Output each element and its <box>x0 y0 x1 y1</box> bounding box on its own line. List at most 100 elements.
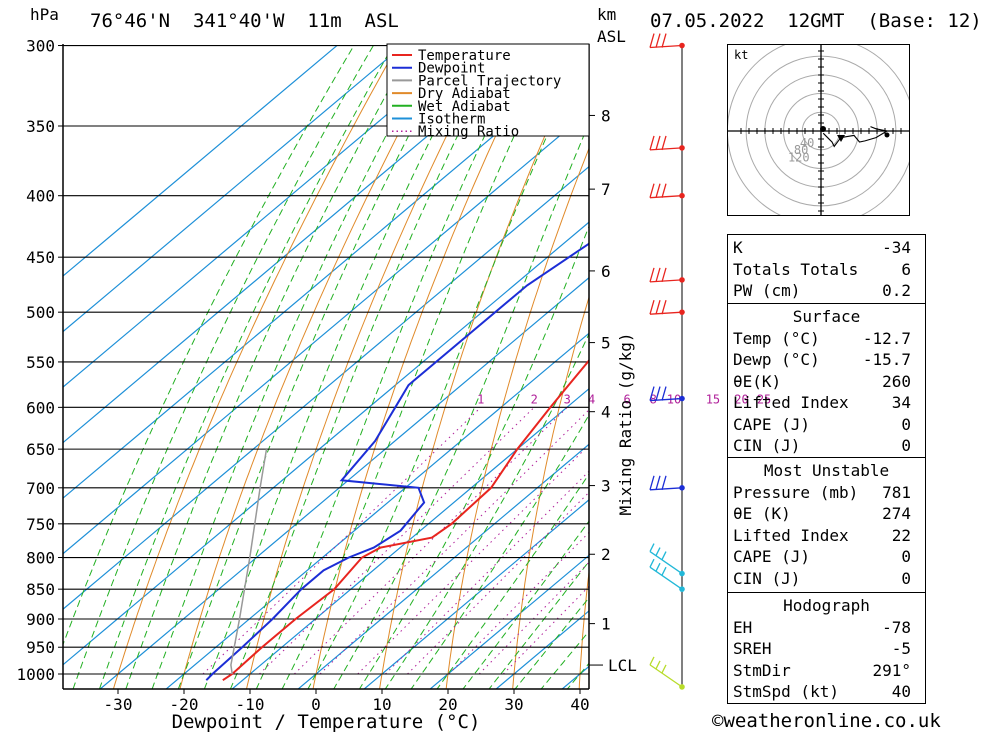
hodograph-label: EH <box>733 617 753 637</box>
wind-barb <box>649 44 683 49</box>
parcel-trajectory-profile <box>230 448 268 675</box>
pressure-tick-label: 750 <box>26 515 55 534</box>
height-tick-label: 8 <box>601 106 611 125</box>
wet-adiabat-line <box>384 332 589 689</box>
most-unstable-title: Most Unstable <box>763 461 890 480</box>
most-unstable-row: θE (K) 274 <box>728 503 925 525</box>
height-tick-label: 3 <box>601 477 611 496</box>
sounding-datetime: 07.05.2022 12GMT (Base: 12) <box>650 10 982 32</box>
isotherm-line <box>63 110 589 555</box>
wet-adiabat-line <box>203 45 479 689</box>
x-axis-label: Dewpoint / Temperature (°C) <box>172 711 481 733</box>
wind-barb-flag <box>649 183 655 198</box>
totals-totals-value: 6 <box>901 259 911 279</box>
hodograph-row: SREH -5 <box>728 638 925 660</box>
isotherm-line <box>63 45 404 333</box>
most-unstable-label: CAPE (J) <box>733 547 811 566</box>
wind-barb-flag <box>661 386 667 401</box>
wind-barb-flag <box>655 183 661 198</box>
hodograph-ring-label: 120 <box>788 150 810 164</box>
temperature-tick-label: -30 <box>104 695 133 714</box>
pressure-tick-label: 300 <box>26 37 55 56</box>
wet-adiabat-line <box>98 45 394 689</box>
wet-adiabat-line <box>436 473 589 689</box>
wet-adiabat-line <box>125 45 414 689</box>
height-tick-label: 7 <box>601 180 611 199</box>
isotherm-line <box>429 554 589 689</box>
hodograph-ring-label: 80 <box>794 143 808 157</box>
storm-motion-marker <box>837 135 845 142</box>
legend-entry-label: Dry Adiabat <box>418 86 511 102</box>
height-tick-label: 2 <box>601 545 611 564</box>
dry-adiabat-line <box>112 45 399 689</box>
wind-barb-flag <box>661 475 667 490</box>
temperature-tick-label: 20 <box>438 695 457 714</box>
hodograph-trace <box>822 126 889 148</box>
hodograph-unit: kt <box>734 48 748 62</box>
surface-row: Temp (°C) -12.7 <box>728 328 925 350</box>
dry-adiabat-line <box>179 45 446 689</box>
wind-barb-flag <box>661 664 667 674</box>
mixing-ratio-line <box>293 406 568 675</box>
wind-barb-flag <box>649 299 655 315</box>
isotherm-line <box>231 387 589 689</box>
most-unstable-value: 274 <box>882 504 911 523</box>
site-credit: ©weatheronline.co.uk <box>712 710 941 732</box>
hodograph-ring-label: 40 <box>800 136 814 150</box>
temperature-tick-label: 0 <box>311 695 321 714</box>
mixing-ratio-label: 4 <box>588 392 595 406</box>
isotherm-line <box>63 45 536 444</box>
hodograph-end-dot <box>884 132 890 138</box>
pressure-tick-label: 700 <box>26 479 55 498</box>
mixing-ratio-label: 2 <box>531 392 538 406</box>
surface-row: Lifted Index 34 <box>728 392 925 414</box>
wet-adiabat-line <box>72 45 374 689</box>
wind-barb-flag <box>661 299 667 315</box>
wind-barb-flag <box>661 566 667 576</box>
hodograph-value: -78 <box>882 617 911 637</box>
most-unstable-label: θE (K) <box>733 504 791 523</box>
isotherm-line <box>63 221 589 666</box>
surface-value: 0 <box>901 414 911 434</box>
pressure-tick-label: 850 <box>26 580 55 599</box>
surface-panel: Surface Temp (°C) -12.7 Dewp (°C) -15.7 θE(K… <box>727 303 926 458</box>
station-location: 76°46'N 341°40'W 11m ASL <box>90 10 399 32</box>
wet-adiabat-line <box>281 45 557 689</box>
dry-adiabat-line <box>245 45 492 689</box>
hodograph-row: StmSpd (kt) 40 <box>728 681 925 703</box>
isotherm-line <box>165 332 589 689</box>
hodograph-value: -5 <box>891 639 911 658</box>
wind-barb-flag <box>661 33 667 48</box>
mixing-ratio-label: 20 <box>734 392 748 406</box>
height-tick-label: 1 <box>601 615 611 634</box>
surface-value: 0 <box>901 436 911 455</box>
surface-row: CAPE (J) 0 <box>728 414 925 436</box>
dry-adiabat-line <box>958 46 1000 700</box>
hodograph-label: StmSpd (kt) <box>733 682 839 701</box>
most-unstable-value: 781 <box>882 482 911 502</box>
pressure-tick-label: 950 <box>26 638 55 657</box>
surface-row: CIN (J) 0 <box>728 435 925 457</box>
height-unit-asl: ASL <box>597 27 626 46</box>
pw-value: 0.2 <box>882 281 911 300</box>
dewpoint-profile <box>205 102 589 681</box>
pressure-tick-label: 600 <box>26 398 55 417</box>
wet-adiabat-line <box>410 413 589 689</box>
wind-barb-flag <box>661 135 667 151</box>
wind-barb-flag <box>655 660 661 670</box>
isotherm-line <box>99 276 589 689</box>
pressure-tick-label: 800 <box>26 549 55 568</box>
legend-entry-label: Isotherm <box>418 112 485 128</box>
wet-adiabat-line <box>177 45 457 689</box>
dry-adiabat-line <box>445 146 589 689</box>
temperature-tick-label: -20 <box>170 695 199 714</box>
mixing-ratio-axis-label: Mixing Ratio (g/kg) <box>616 332 635 515</box>
wind-barb <box>649 279 683 283</box>
wind-barb-flag <box>655 299 661 315</box>
k-index-label: K <box>733 238 743 257</box>
surface-value: 260 <box>882 371 911 391</box>
pressure-tick-label: 550 <box>26 353 55 372</box>
legend-entry-label: Parcel Trajectory <box>418 73 561 89</box>
